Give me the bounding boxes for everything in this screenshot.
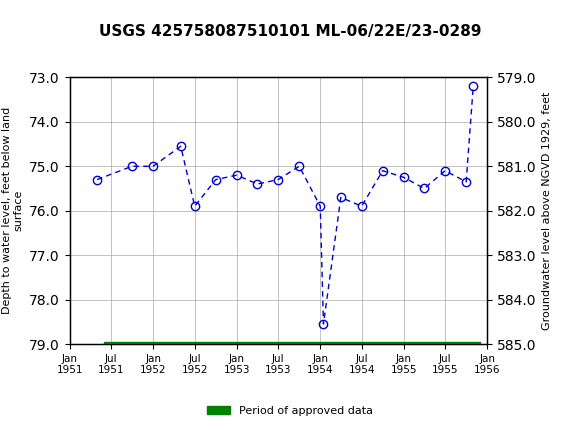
Text: ≡USGS: ≡USGS: [12, 10, 70, 29]
Y-axis label: Depth to water level, feet below land
surface: Depth to water level, feet below land su…: [2, 107, 24, 314]
Y-axis label: Groundwater level above NGVD 1929, feet: Groundwater level above NGVD 1929, feet: [542, 92, 552, 330]
Legend: Period of approved data: Period of approved data: [203, 401, 377, 420]
Text: USGS 425758087510101 ML-06/22E/23-0289: USGS 425758087510101 ML-06/22E/23-0289: [99, 24, 481, 39]
